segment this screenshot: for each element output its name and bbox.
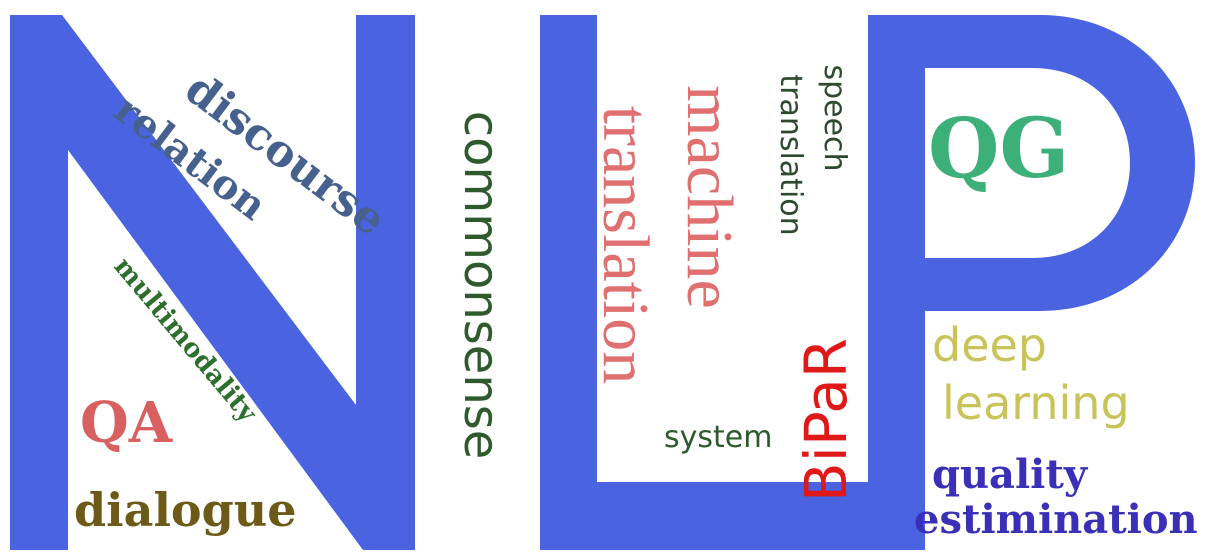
word-translation-big: translation: [589, 105, 662, 385]
word-speech: speech: [817, 64, 852, 172]
word-system: system: [664, 420, 773, 455]
letter-n: [10, 15, 415, 550]
word-machine: machine: [673, 85, 746, 309]
word-bipar: BiPaR: [792, 337, 860, 503]
word-commonsense: commonsense: [453, 110, 509, 460]
word-qa: QA: [80, 390, 173, 456]
word-deep: deep: [932, 318, 1047, 372]
word-learning: learning: [942, 376, 1130, 430]
word-dialogue: dialogue: [74, 483, 297, 537]
letter-l: [540, 15, 868, 550]
word-quality: quality: [932, 451, 1088, 498]
word-estimination: estimination: [914, 496, 1198, 543]
word-translation-small: translation: [773, 74, 808, 236]
word-qg: QG: [928, 101, 1070, 197]
letter-p: [868, 15, 1195, 550]
